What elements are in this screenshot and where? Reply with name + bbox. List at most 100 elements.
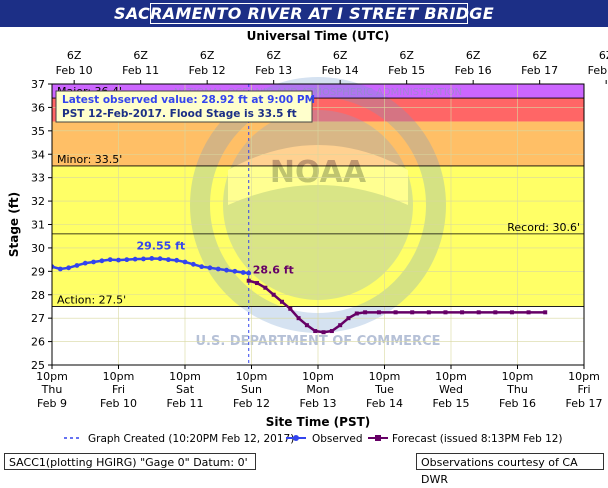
observed-point bbox=[190, 261, 196, 267]
y-tick-label: 25 bbox=[31, 359, 45, 372]
bottom-tick-label: Feb 10 bbox=[100, 397, 137, 410]
top-tick-label: Feb 14 bbox=[322, 64, 359, 77]
forecast-point bbox=[246, 278, 251, 283]
bottom-tick-label: 10pm bbox=[169, 370, 201, 383]
observed-point bbox=[74, 263, 80, 268]
top-tick-label: 6Z bbox=[466, 49, 481, 62]
bottom-tick-label: Feb 11 bbox=[167, 397, 204, 410]
y-tick-label: 37 bbox=[31, 78, 45, 91]
y-tick-label: 30 bbox=[31, 242, 45, 255]
observed-point bbox=[132, 256, 138, 262]
datum-footer: SACC1(plotting HGIRG) "Gage 0" Datum: 0' bbox=[4, 453, 256, 470]
observed-point bbox=[215, 266, 221, 272]
top-tick-label: Feb 10 bbox=[56, 64, 93, 77]
observed-point bbox=[174, 257, 180, 263]
observed-point bbox=[82, 260, 88, 266]
bottom-axis-title: Site Time (PST) bbox=[266, 415, 371, 429]
y-tick-label: 33 bbox=[31, 172, 45, 185]
observed-point bbox=[224, 267, 229, 273]
observed-point bbox=[107, 257, 113, 263]
top-tick-label: Feb 16 bbox=[455, 64, 492, 77]
y-tick-label: 35 bbox=[31, 125, 45, 138]
title-bar: SACRAMENTO RIVER AT I STREET BRIDGE bbox=[0, 0, 608, 27]
forecast-point bbox=[393, 310, 398, 315]
observed-point bbox=[116, 257, 121, 263]
forecast-point bbox=[263, 285, 268, 290]
forecast-point bbox=[313, 329, 318, 334]
observed-point bbox=[182, 259, 188, 265]
top-tick-label: 6Z bbox=[266, 49, 281, 62]
bottom-tick-label: Thu bbox=[506, 383, 528, 396]
legend-graph-created-label: Graph Created (10:20PM Feb 12, 2017) bbox=[88, 433, 294, 445]
top-tick-label: Feb 11 bbox=[122, 64, 159, 77]
axes-group: 25 26 27 28 29 30 31 32 33 34 35 36 37 Stage (ft) Univ… bbox=[7, 29, 608, 429]
bottom-tick-label: 10pm bbox=[103, 370, 135, 383]
info-line-2: PST 12-Feb-2017. Flood Stage is 33.5 ft bbox=[62, 108, 297, 120]
observed-point bbox=[99, 258, 105, 264]
observed-point bbox=[57, 266, 63, 272]
bottom-tick-label: Sun bbox=[241, 383, 262, 396]
y-tick-label: 31 bbox=[31, 219, 45, 232]
threshold-label: Action: 27.5' bbox=[57, 293, 126, 306]
top-tick-label: 6Z bbox=[399, 49, 414, 62]
observed-point bbox=[232, 268, 238, 274]
forecast-point bbox=[363, 310, 368, 315]
forecast-point bbox=[526, 310, 531, 315]
forecast-point bbox=[443, 310, 448, 315]
y-tick-label: 32 bbox=[31, 195, 45, 208]
top-tick-label: 6Z bbox=[333, 49, 348, 62]
y-tick-label: 34 bbox=[31, 148, 45, 161]
bottom-tick-label: Feb 15 bbox=[433, 397, 470, 410]
bottom-tick-label: 10pm bbox=[502, 370, 534, 383]
observed-point bbox=[157, 256, 163, 262]
top-tick-label: Feb 12 bbox=[189, 64, 226, 77]
bottom-tick-label: Fri bbox=[112, 383, 125, 396]
chart-title: SACRAMENTO RIVER AT I STREET BRIDGE bbox=[114, 4, 494, 23]
y-axis-title: Stage (ft) bbox=[7, 192, 21, 257]
bottom-tick-label: 10pm bbox=[369, 370, 401, 383]
bottom-tick-label: Tue bbox=[374, 383, 394, 396]
top-tick-label: 6Z bbox=[532, 49, 547, 62]
y-tick-label: 36 bbox=[31, 101, 45, 114]
top-tick-label: Feb 17 bbox=[521, 64, 558, 77]
observed-point bbox=[141, 256, 146, 262]
forecast-point bbox=[329, 329, 334, 334]
bottom-tick-label: 10pm bbox=[36, 370, 68, 383]
forecast-point bbox=[288, 306, 293, 311]
forecast-point bbox=[304, 323, 309, 328]
bottom-tick-label: Feb 13 bbox=[300, 397, 337, 410]
info-box-frame bbox=[55, 90, 313, 123]
latest-value-box: Latest observed value: 28.92 ft at 9:00 … bbox=[55, 90, 315, 123]
legend-observed-label: Observed bbox=[312, 433, 363, 445]
info-line-1: Latest observed value: 28.92 ft at 9:00 … bbox=[62, 94, 315, 106]
y-tick-label: 26 bbox=[31, 336, 45, 349]
forecast-point bbox=[338, 323, 343, 328]
top-tick-label: 6Z bbox=[133, 49, 148, 62]
observed-point bbox=[66, 265, 72, 271]
top-tick-label: Feb 15 bbox=[388, 64, 425, 77]
forecast-point bbox=[509, 310, 514, 315]
bottom-tick-label: 10pm bbox=[302, 370, 334, 383]
bottom-tick-label: Thu bbox=[41, 383, 63, 396]
bottom-tick-label: 10pm bbox=[435, 370, 467, 383]
bottom-tick-label: Fri bbox=[577, 383, 590, 396]
top-tick-label: Feb 18 bbox=[588, 64, 608, 77]
bottom-tick-label: Mon bbox=[306, 383, 329, 396]
title-frame bbox=[150, 3, 468, 24]
bottom-tick-label: Feb 12 bbox=[233, 397, 270, 410]
forecast-point bbox=[296, 316, 301, 321]
observed-point bbox=[91, 259, 96, 265]
y-tick-label: 29 bbox=[31, 265, 45, 278]
forecast-point bbox=[493, 310, 498, 315]
top-tick-label: 6Z bbox=[67, 49, 82, 62]
observed-point bbox=[240, 270, 246, 275]
threshold-label: Record: 30.6' bbox=[507, 221, 580, 234]
forecast-point bbox=[346, 316, 351, 321]
top-tick-label: Feb 13 bbox=[255, 64, 292, 77]
observed-point bbox=[246, 270, 252, 276]
threshold-label: Minor: 33.5' bbox=[57, 153, 122, 166]
stage-chart: NOAA NATIONAL OCEANIC AND ATMOSPHERIC AD… bbox=[7, 29, 608, 445]
noaa-watermark-text: NOAA bbox=[270, 155, 367, 190]
y-tick-label: 28 bbox=[31, 289, 45, 302]
bottom-tick-label: Feb 9 bbox=[37, 397, 67, 410]
